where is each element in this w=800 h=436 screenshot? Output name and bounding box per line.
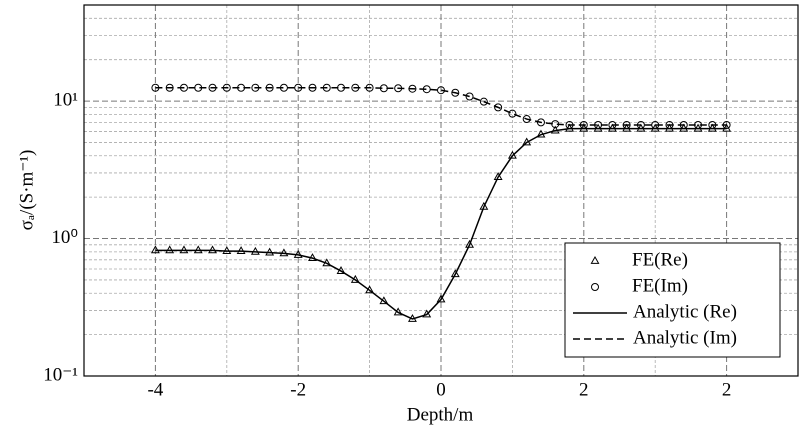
legend-swatch: [591, 283, 599, 291]
circle-marker: [536, 118, 545, 127]
legend-swatch: [590, 255, 600, 264]
x-tick-label: -2: [290, 379, 306, 400]
y-tick-label: 10⁻¹: [43, 364, 78, 385]
triangle-marker: [493, 172, 503, 180]
circle-marker: [479, 97, 488, 106]
circle-marker: [508, 109, 517, 118]
circle-marker: [522, 115, 531, 124]
x-tick-label: 2: [579, 379, 589, 400]
plot-frame: [83, 4, 799, 377]
circle-marker: [451, 88, 460, 97]
triangle-marker: [479, 201, 489, 210]
x-tick-label: 2: [722, 379, 732, 400]
legend-label: Analytic (Re): [633, 301, 737, 322]
circle-marker: [465, 92, 474, 101]
x-tick-label: 0: [436, 379, 446, 400]
legend-label: Analytic (Im): [633, 327, 737, 348]
y-tick-label: 10⁰: [51, 227, 78, 248]
series-line: [155, 127, 727, 320]
x-tick-label: -4: [147, 379, 163, 400]
circle-marker: [494, 103, 503, 112]
y-tick-label: 10¹: [53, 89, 78, 110]
y-axis-label: σₐ/(S·m⁻¹): [16, 150, 37, 231]
triangle-marker: [465, 239, 475, 248]
triangle-marker: [150, 245, 160, 254]
triangle-marker: [236, 246, 246, 255]
triangle-marker: [208, 245, 217, 254]
triangle-marker: [193, 245, 203, 254]
x-axis-label: Depth/m: [407, 404, 474, 425]
legend-label: FE(Re): [632, 249, 688, 270]
legend-box: [564, 242, 781, 358]
triangle-marker: [179, 245, 189, 254]
legend-label: FE(Im): [632, 275, 688, 296]
triangle-marker: [165, 245, 175, 254]
triangle-marker: [436, 294, 446, 303]
triangle-marker: [450, 269, 460, 278]
triangle-marker: [422, 309, 432, 318]
